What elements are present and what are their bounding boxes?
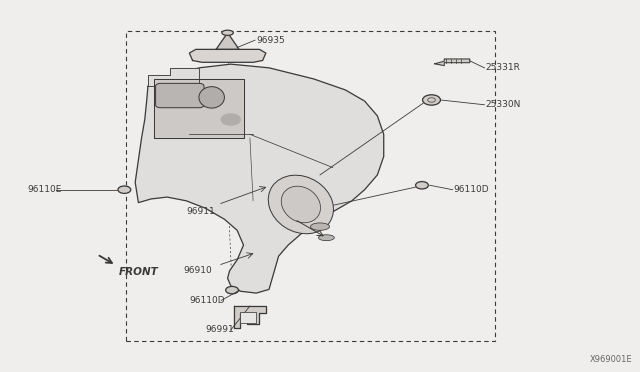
Bar	[241, 311, 256, 323]
Ellipse shape	[310, 223, 330, 230]
Text: 96935: 96935	[256, 36, 285, 45]
Text: 25330N: 25330N	[486, 100, 521, 109]
Circle shape	[422, 95, 440, 105]
Ellipse shape	[199, 87, 225, 108]
Text: 96991: 96991	[205, 326, 234, 334]
Text: 96110E: 96110E	[27, 185, 61, 194]
Ellipse shape	[222, 30, 234, 35]
Polygon shape	[135, 64, 384, 293]
Polygon shape	[216, 33, 239, 49]
Ellipse shape	[281, 186, 321, 223]
Circle shape	[118, 186, 131, 193]
Polygon shape	[435, 59, 470, 65]
Polygon shape	[154, 79, 244, 138]
Ellipse shape	[319, 235, 334, 241]
Circle shape	[221, 114, 241, 125]
Circle shape	[226, 286, 239, 294]
FancyBboxPatch shape	[156, 83, 204, 108]
Circle shape	[415, 182, 428, 189]
Text: 96910: 96910	[183, 266, 212, 275]
Polygon shape	[189, 49, 266, 62]
Text: 96110D: 96110D	[189, 296, 225, 305]
Polygon shape	[148, 68, 199, 86]
Ellipse shape	[268, 175, 333, 234]
Text: 96110D: 96110D	[454, 185, 490, 194]
Text: 96911: 96911	[186, 207, 215, 217]
Text: X969001E: X969001E	[589, 355, 632, 364]
Text: 25331R: 25331R	[486, 63, 520, 72]
Text: FRONT: FRONT	[119, 267, 159, 277]
Bar	[125, 31, 495, 341]
Polygon shape	[234, 306, 266, 328]
